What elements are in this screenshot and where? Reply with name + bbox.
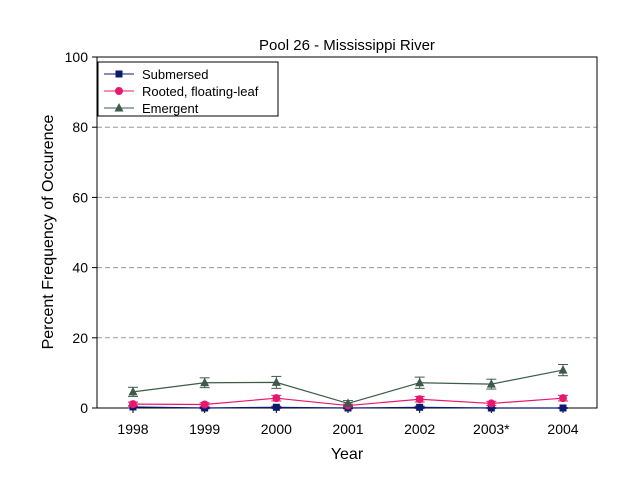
data-point-circle [200, 400, 209, 409]
y-tick-label: 40 [72, 260, 88, 276]
x-tick-label: 2000 [261, 421, 292, 437]
data-point-circle [272, 394, 281, 403]
series-emergent [128, 363, 568, 407]
x-axis-label: Year [331, 446, 364, 463]
legend-box [97, 61, 279, 117]
legend-label: Emergent [142, 101, 199, 116]
y-axis-label: Percent Frequency of Occurence [40, 115, 57, 350]
y-tick-label: 20 [72, 330, 88, 346]
data-point-square [272, 403, 280, 411]
data-point-circle [415, 395, 424, 404]
data-point-triangle [271, 377, 281, 386]
x-tick-label: 1998 [117, 421, 148, 437]
data-point-triangle [128, 386, 138, 396]
data-point-circle [487, 399, 496, 408]
data-point-square [559, 404, 567, 412]
data-point-triangle [415, 377, 425, 387]
legend: Submersed Rooted, floating-leaf Emergent [97, 61, 279, 117]
series-line [132, 369, 564, 405]
x-tick-label: 2003* [473, 421, 510, 437]
data-point-triangle [200, 377, 210, 387]
data-point-circle [129, 400, 137, 409]
x-tick-label: 2004 [547, 421, 578, 437]
y-tick-label: 0 [80, 400, 88, 416]
data-point-triangle [486, 379, 496, 388]
data-point-triangle [114, 103, 124, 112]
legend-label: Rooted, floating-leaf [142, 84, 259, 99]
chart-title: Pool 26 - Mississippi River [259, 37, 435, 54]
data-point-circle [559, 394, 567, 403]
data-point-square [487, 404, 495, 412]
y-tick-label: 60 [72, 189, 88, 205]
legend-label: Submersed [142, 67, 208, 82]
x-tick-label: 1999 [189, 421, 220, 437]
data-point-circle [115, 87, 123, 95]
x-tick-label: 2001 [332, 421, 363, 437]
data-point-triangle [558, 365, 568, 374]
y-tick-label: 80 [72, 119, 88, 135]
data-point-triangle [343, 398, 353, 407]
data-point-square [416, 403, 424, 411]
x-tick-label: 2002 [404, 421, 435, 437]
y-tick-label: 100 [65, 49, 89, 65]
data-point-square [115, 70, 123, 78]
